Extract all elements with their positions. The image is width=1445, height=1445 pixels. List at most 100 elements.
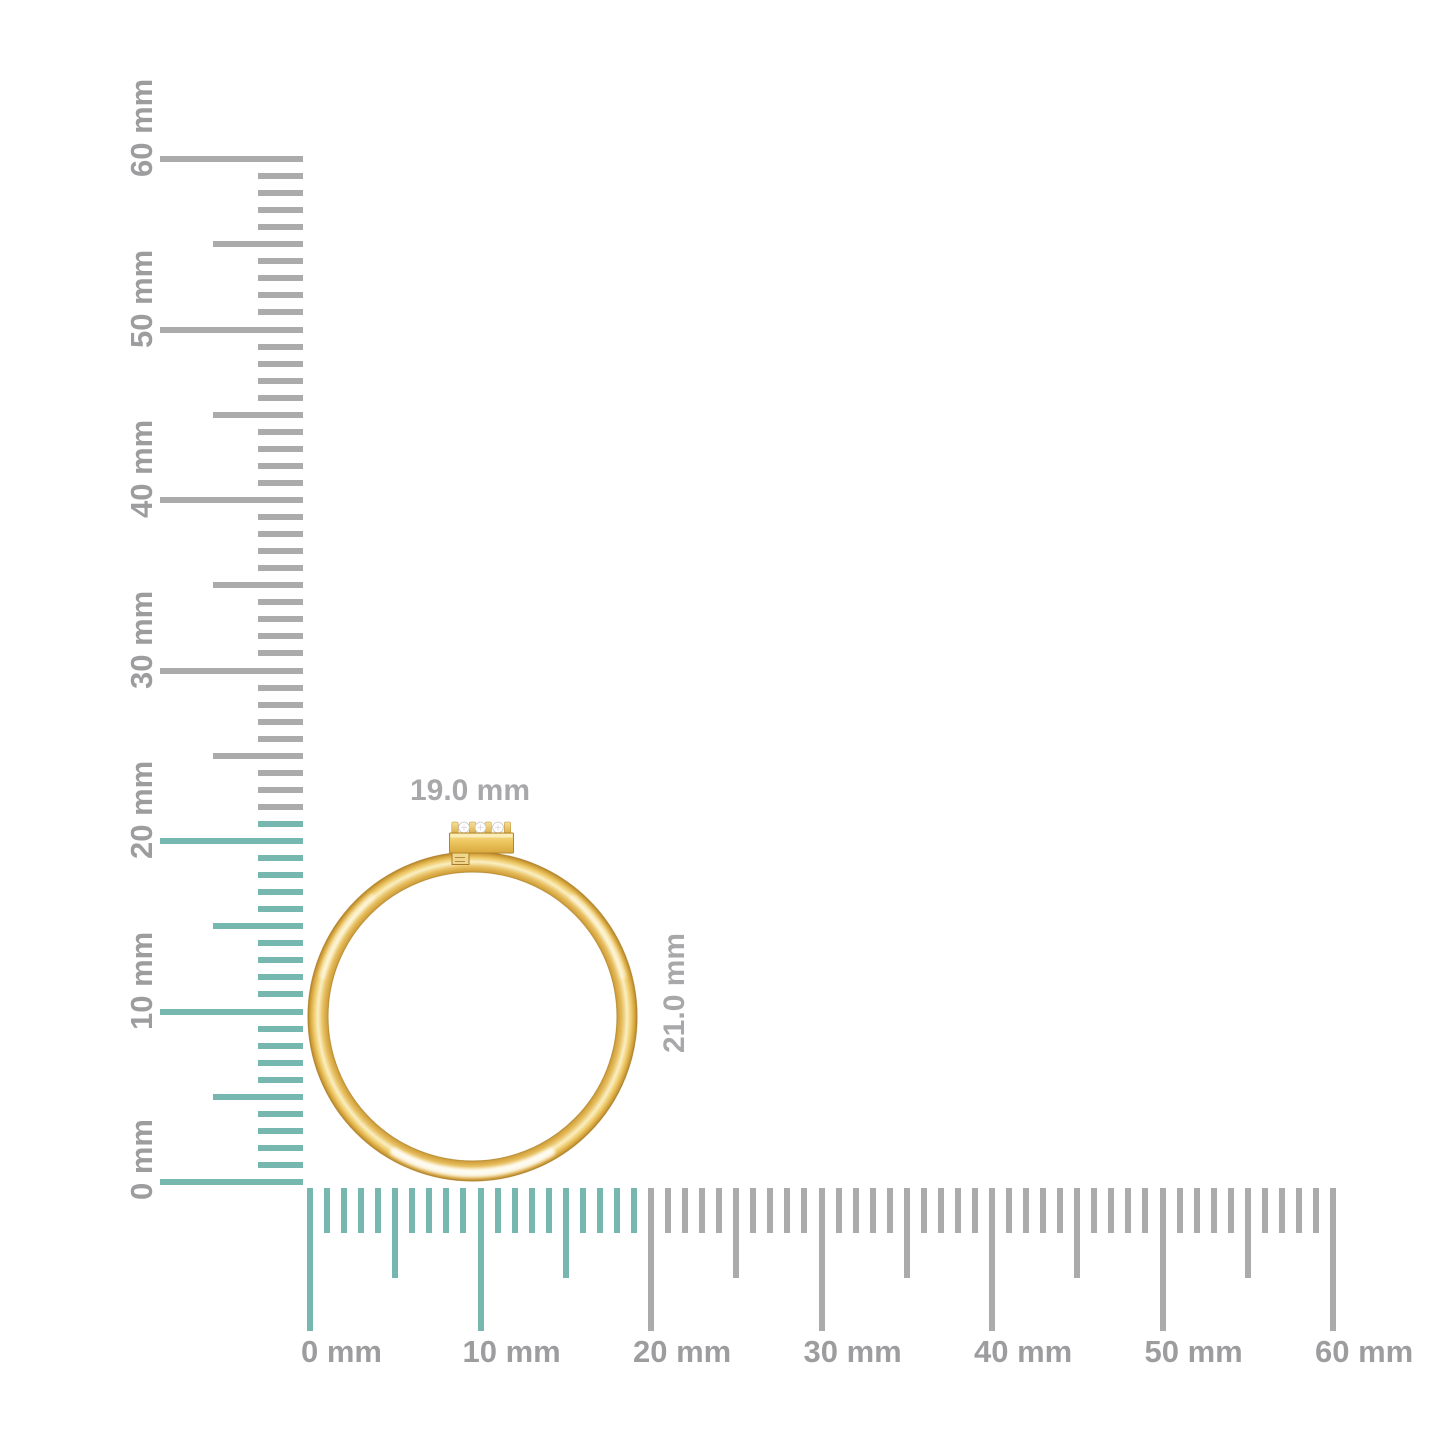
v-tick-49mm	[258, 343, 303, 350]
prong	[469, 821, 476, 836]
v-tick-3mm	[258, 1127, 303, 1134]
v-tick-14mm	[258, 940, 303, 947]
v-tick-5mm	[213, 1093, 303, 1100]
h-tick-22mm	[682, 1188, 689, 1233]
v-tick-59mm	[258, 173, 303, 180]
h-tick-56mm	[1261, 1188, 1268, 1233]
h-tick-8mm	[443, 1188, 450, 1233]
h-tick-24mm	[716, 1188, 723, 1233]
band-highlight-upper-right	[570, 894, 626, 979]
v-tick-1mm	[258, 1161, 303, 1168]
v-tick-32mm	[258, 633, 303, 640]
v-tick-13mm	[258, 957, 303, 964]
h-tick-12mm	[511, 1188, 518, 1233]
v-tick-29mm	[258, 684, 303, 691]
h-tick-3mm	[358, 1188, 365, 1233]
h-tick-0mm	[307, 1188, 313, 1331]
h-tick-39mm	[971, 1188, 978, 1233]
v-tick-26mm	[258, 735, 303, 742]
v-tick-31mm	[258, 650, 303, 657]
h-ruler-label-20mm: 20 mm	[633, 1334, 732, 1369]
h-tick-4mm	[375, 1188, 382, 1233]
h-tick-11mm	[494, 1188, 501, 1233]
v-tick-36mm	[258, 565, 303, 572]
h-tick-40mm	[989, 1188, 995, 1331]
h-tick-36mm	[920, 1188, 927, 1233]
v-tick-47mm	[258, 377, 303, 384]
v-tick-41mm	[258, 479, 303, 486]
v-tick-30mm	[160, 667, 303, 674]
v-ruler-label-10mm: 10 mm	[124, 931, 159, 1030]
v-tick-56mm	[258, 224, 303, 231]
h-tick-9mm	[460, 1188, 467, 1233]
h-ruler-label-60mm: 60 mm	[1315, 1334, 1414, 1369]
h-ruler-label-40mm: 40 mm	[974, 1334, 1073, 1369]
head-seam-lines	[455, 857, 465, 862]
h-ruler-label-30mm: 30 mm	[803, 1334, 902, 1369]
v-ruler-label-60mm: 60 mm	[124, 78, 159, 177]
v-tick-42mm	[258, 462, 303, 469]
prong	[484, 821, 492, 836]
v-tick-16mm	[258, 906, 303, 913]
h-tick-14mm	[545, 1188, 552, 1233]
v-tick-18mm	[258, 872, 303, 879]
prong	[504, 821, 511, 836]
v-tick-52mm	[258, 292, 303, 299]
h-tick-5mm	[392, 1188, 399, 1278]
h-tick-34mm	[886, 1188, 893, 1233]
h-tick-44mm	[1057, 1188, 1064, 1233]
diamond-stones	[458, 821, 504, 834]
h-tick-37mm	[937, 1188, 944, 1233]
v-tick-53mm	[258, 275, 303, 282]
h-tick-27mm	[767, 1188, 774, 1233]
band-highlight-upper-left	[319, 894, 375, 979]
h-ruler-label-10mm: 10 mm	[462, 1334, 561, 1369]
v-tick-24mm	[258, 769, 303, 776]
diamond-stone	[458, 821, 470, 834]
h-tick-16mm	[579, 1188, 586, 1233]
h-tick-58mm	[1295, 1188, 1302, 1233]
v-tick-35mm	[213, 582, 303, 589]
v-tick-51mm	[258, 309, 303, 316]
h-tick-18mm	[613, 1188, 620, 1233]
h-tick-57mm	[1278, 1188, 1285, 1233]
h-tick-29mm	[801, 1188, 808, 1233]
dimension-width-label: 19.0 mm	[409, 774, 531, 807]
h-tick-52mm	[1193, 1188, 1200, 1233]
v-tick-10mm	[160, 1008, 303, 1015]
h-tick-54mm	[1227, 1188, 1234, 1233]
v-tick-17mm	[258, 889, 303, 896]
v-tick-4mm	[258, 1110, 303, 1117]
ring-band	[307, 851, 638, 1182]
head-bar	[449, 832, 514, 854]
head-seam	[451, 852, 470, 865]
v-tick-50mm	[160, 326, 303, 333]
h-tick-10mm	[477, 1188, 484, 1331]
v-tick-28mm	[258, 701, 303, 708]
h-tick-43mm	[1040, 1188, 1047, 1233]
v-tick-21mm	[258, 820, 303, 827]
h-tick-60mm	[1330, 1188, 1336, 1331]
h-tick-13mm	[528, 1188, 535, 1233]
h-tick-42mm	[1023, 1188, 1030, 1233]
h-tick-55mm	[1244, 1188, 1251, 1278]
v-tick-0mm	[160, 1179, 303, 1185]
h-tick-30mm	[818, 1188, 825, 1331]
v-tick-48mm	[258, 360, 303, 367]
h-tick-32mm	[852, 1188, 859, 1233]
v-tick-19mm	[258, 855, 303, 862]
v-ruler-label-40mm: 40 mm	[124, 419, 159, 518]
h-tick-23mm	[699, 1188, 706, 1233]
diamond-facets	[461, 824, 467, 831]
dimension-height-label: 21.0 mm	[658, 932, 691, 1053]
h-tick-38mm	[954, 1188, 961, 1233]
ring-prongs	[451, 821, 511, 836]
v-tick-33mm	[258, 616, 303, 623]
v-tick-38mm	[258, 531, 303, 538]
v-tick-7mm	[258, 1059, 303, 1066]
h-tick-21mm	[665, 1188, 672, 1233]
h-tick-19mm	[630, 1188, 637, 1233]
h-tick-1mm	[324, 1188, 331, 1233]
v-tick-2mm	[258, 1144, 303, 1151]
v-tick-12mm	[258, 974, 303, 981]
